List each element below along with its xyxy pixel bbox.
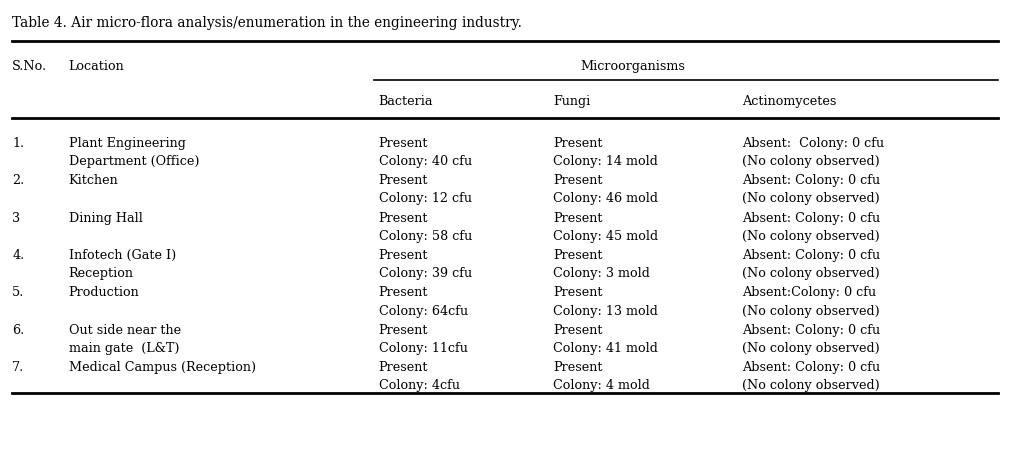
- Text: (No colony observed): (No colony observed): [742, 341, 880, 354]
- Text: S.No.: S.No.: [12, 60, 47, 73]
- Text: Colony: 11cfu: Colony: 11cfu: [379, 341, 468, 354]
- Text: Colony: 39 cfu: Colony: 39 cfu: [379, 267, 472, 280]
- Text: Present: Present: [553, 136, 603, 150]
- Text: Present: Present: [379, 136, 428, 150]
- Text: (No colony observed): (No colony observed): [742, 267, 880, 280]
- Text: Colony: 46 mold: Colony: 46 mold: [553, 192, 659, 205]
- Text: Present: Present: [553, 360, 603, 374]
- Text: Colony: 58 cfu: Colony: 58 cfu: [379, 229, 472, 243]
- Text: Actinomycetes: Actinomycetes: [742, 95, 836, 108]
- Text: (No colony observed): (No colony observed): [742, 192, 880, 205]
- Text: 3: 3: [12, 211, 20, 224]
- Text: Present: Present: [379, 360, 428, 374]
- Text: 4.: 4.: [12, 248, 24, 262]
- Text: Present: Present: [379, 286, 428, 299]
- Text: Fungi: Fungi: [553, 95, 591, 108]
- Text: (No colony observed): (No colony observed): [742, 229, 880, 243]
- Text: Absent:  Colony: 0 cfu: Absent: Colony: 0 cfu: [742, 136, 885, 150]
- Text: Absent: Colony: 0 cfu: Absent: Colony: 0 cfu: [742, 248, 881, 262]
- Text: Bacteria: Bacteria: [379, 95, 433, 108]
- Text: (No colony observed): (No colony observed): [742, 379, 880, 392]
- Text: Colony: 40 cfu: Colony: 40 cfu: [379, 155, 472, 168]
- Text: Present: Present: [553, 286, 603, 299]
- Text: Microorganisms: Microorganisms: [581, 60, 686, 73]
- Text: Absent: Colony: 0 cfu: Absent: Colony: 0 cfu: [742, 211, 881, 224]
- Text: 6.: 6.: [12, 323, 24, 336]
- Text: Colony: 3 mold: Colony: 3 mold: [553, 267, 650, 280]
- Text: Colony: 64cfu: Colony: 64cfu: [379, 304, 468, 317]
- Text: Present: Present: [379, 323, 428, 336]
- Text: Colony: 45 mold: Colony: 45 mold: [553, 229, 659, 243]
- Text: 7.: 7.: [12, 360, 24, 374]
- Text: Kitchen: Kitchen: [69, 174, 118, 187]
- Text: Colony: 41 mold: Colony: 41 mold: [553, 341, 659, 354]
- Text: 5.: 5.: [12, 286, 24, 299]
- Text: (No colony observed): (No colony observed): [742, 304, 880, 317]
- Text: Absent: Colony: 0 cfu: Absent: Colony: 0 cfu: [742, 323, 881, 336]
- Text: Department (Office): Department (Office): [69, 155, 199, 168]
- Text: Colony: 12 cfu: Colony: 12 cfu: [379, 192, 472, 205]
- Text: Absent: Colony: 0 cfu: Absent: Colony: 0 cfu: [742, 174, 881, 187]
- Text: Production: Production: [69, 286, 139, 299]
- Text: Absent: Colony: 0 cfu: Absent: Colony: 0 cfu: [742, 360, 881, 374]
- Text: 2.: 2.: [12, 174, 24, 187]
- Text: Out side near the: Out side near the: [69, 323, 181, 336]
- Text: Plant Engineering: Plant Engineering: [69, 136, 186, 150]
- Text: Present: Present: [553, 174, 603, 187]
- Text: Present: Present: [553, 211, 603, 224]
- Text: 1.: 1.: [12, 136, 24, 150]
- Text: Absent:Colony: 0 cfu: Absent:Colony: 0 cfu: [742, 286, 877, 299]
- Text: Present: Present: [379, 174, 428, 187]
- Text: Dining Hall: Dining Hall: [69, 211, 142, 224]
- Text: Table 4. Air micro-flora analysis/enumeration in the engineering industry.: Table 4. Air micro-flora analysis/enumer…: [12, 16, 522, 30]
- Text: Present: Present: [379, 248, 428, 262]
- Text: Colony: 13 mold: Colony: 13 mold: [553, 304, 659, 317]
- Text: Medical Campus (Reception): Medical Campus (Reception): [69, 360, 256, 374]
- Text: (No colony observed): (No colony observed): [742, 155, 880, 168]
- Text: Present: Present: [553, 323, 603, 336]
- Text: Reception: Reception: [69, 267, 133, 280]
- Text: Present: Present: [379, 211, 428, 224]
- Text: Colony: 4 mold: Colony: 4 mold: [553, 379, 650, 392]
- Text: Present: Present: [553, 248, 603, 262]
- Text: Colony: 14 mold: Colony: 14 mold: [553, 155, 659, 168]
- Text: Location: Location: [69, 60, 124, 73]
- Text: Colony: 4cfu: Colony: 4cfu: [379, 379, 460, 392]
- Text: Infotech (Gate I): Infotech (Gate I): [69, 248, 176, 262]
- Text: main gate  (L&T): main gate (L&T): [69, 341, 179, 354]
